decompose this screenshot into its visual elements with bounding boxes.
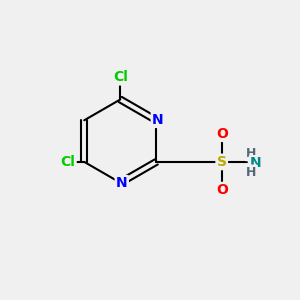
Text: O: O: [216, 127, 228, 141]
Text: N: N: [250, 156, 262, 170]
Text: N: N: [116, 176, 128, 190]
Text: Cl: Cl: [113, 70, 128, 84]
Text: N: N: [152, 113, 164, 127]
Text: H: H: [246, 166, 256, 179]
Text: Cl: Cl: [61, 155, 75, 169]
Text: S: S: [217, 155, 227, 169]
Text: H: H: [246, 147, 256, 160]
Text: O: O: [216, 183, 228, 197]
